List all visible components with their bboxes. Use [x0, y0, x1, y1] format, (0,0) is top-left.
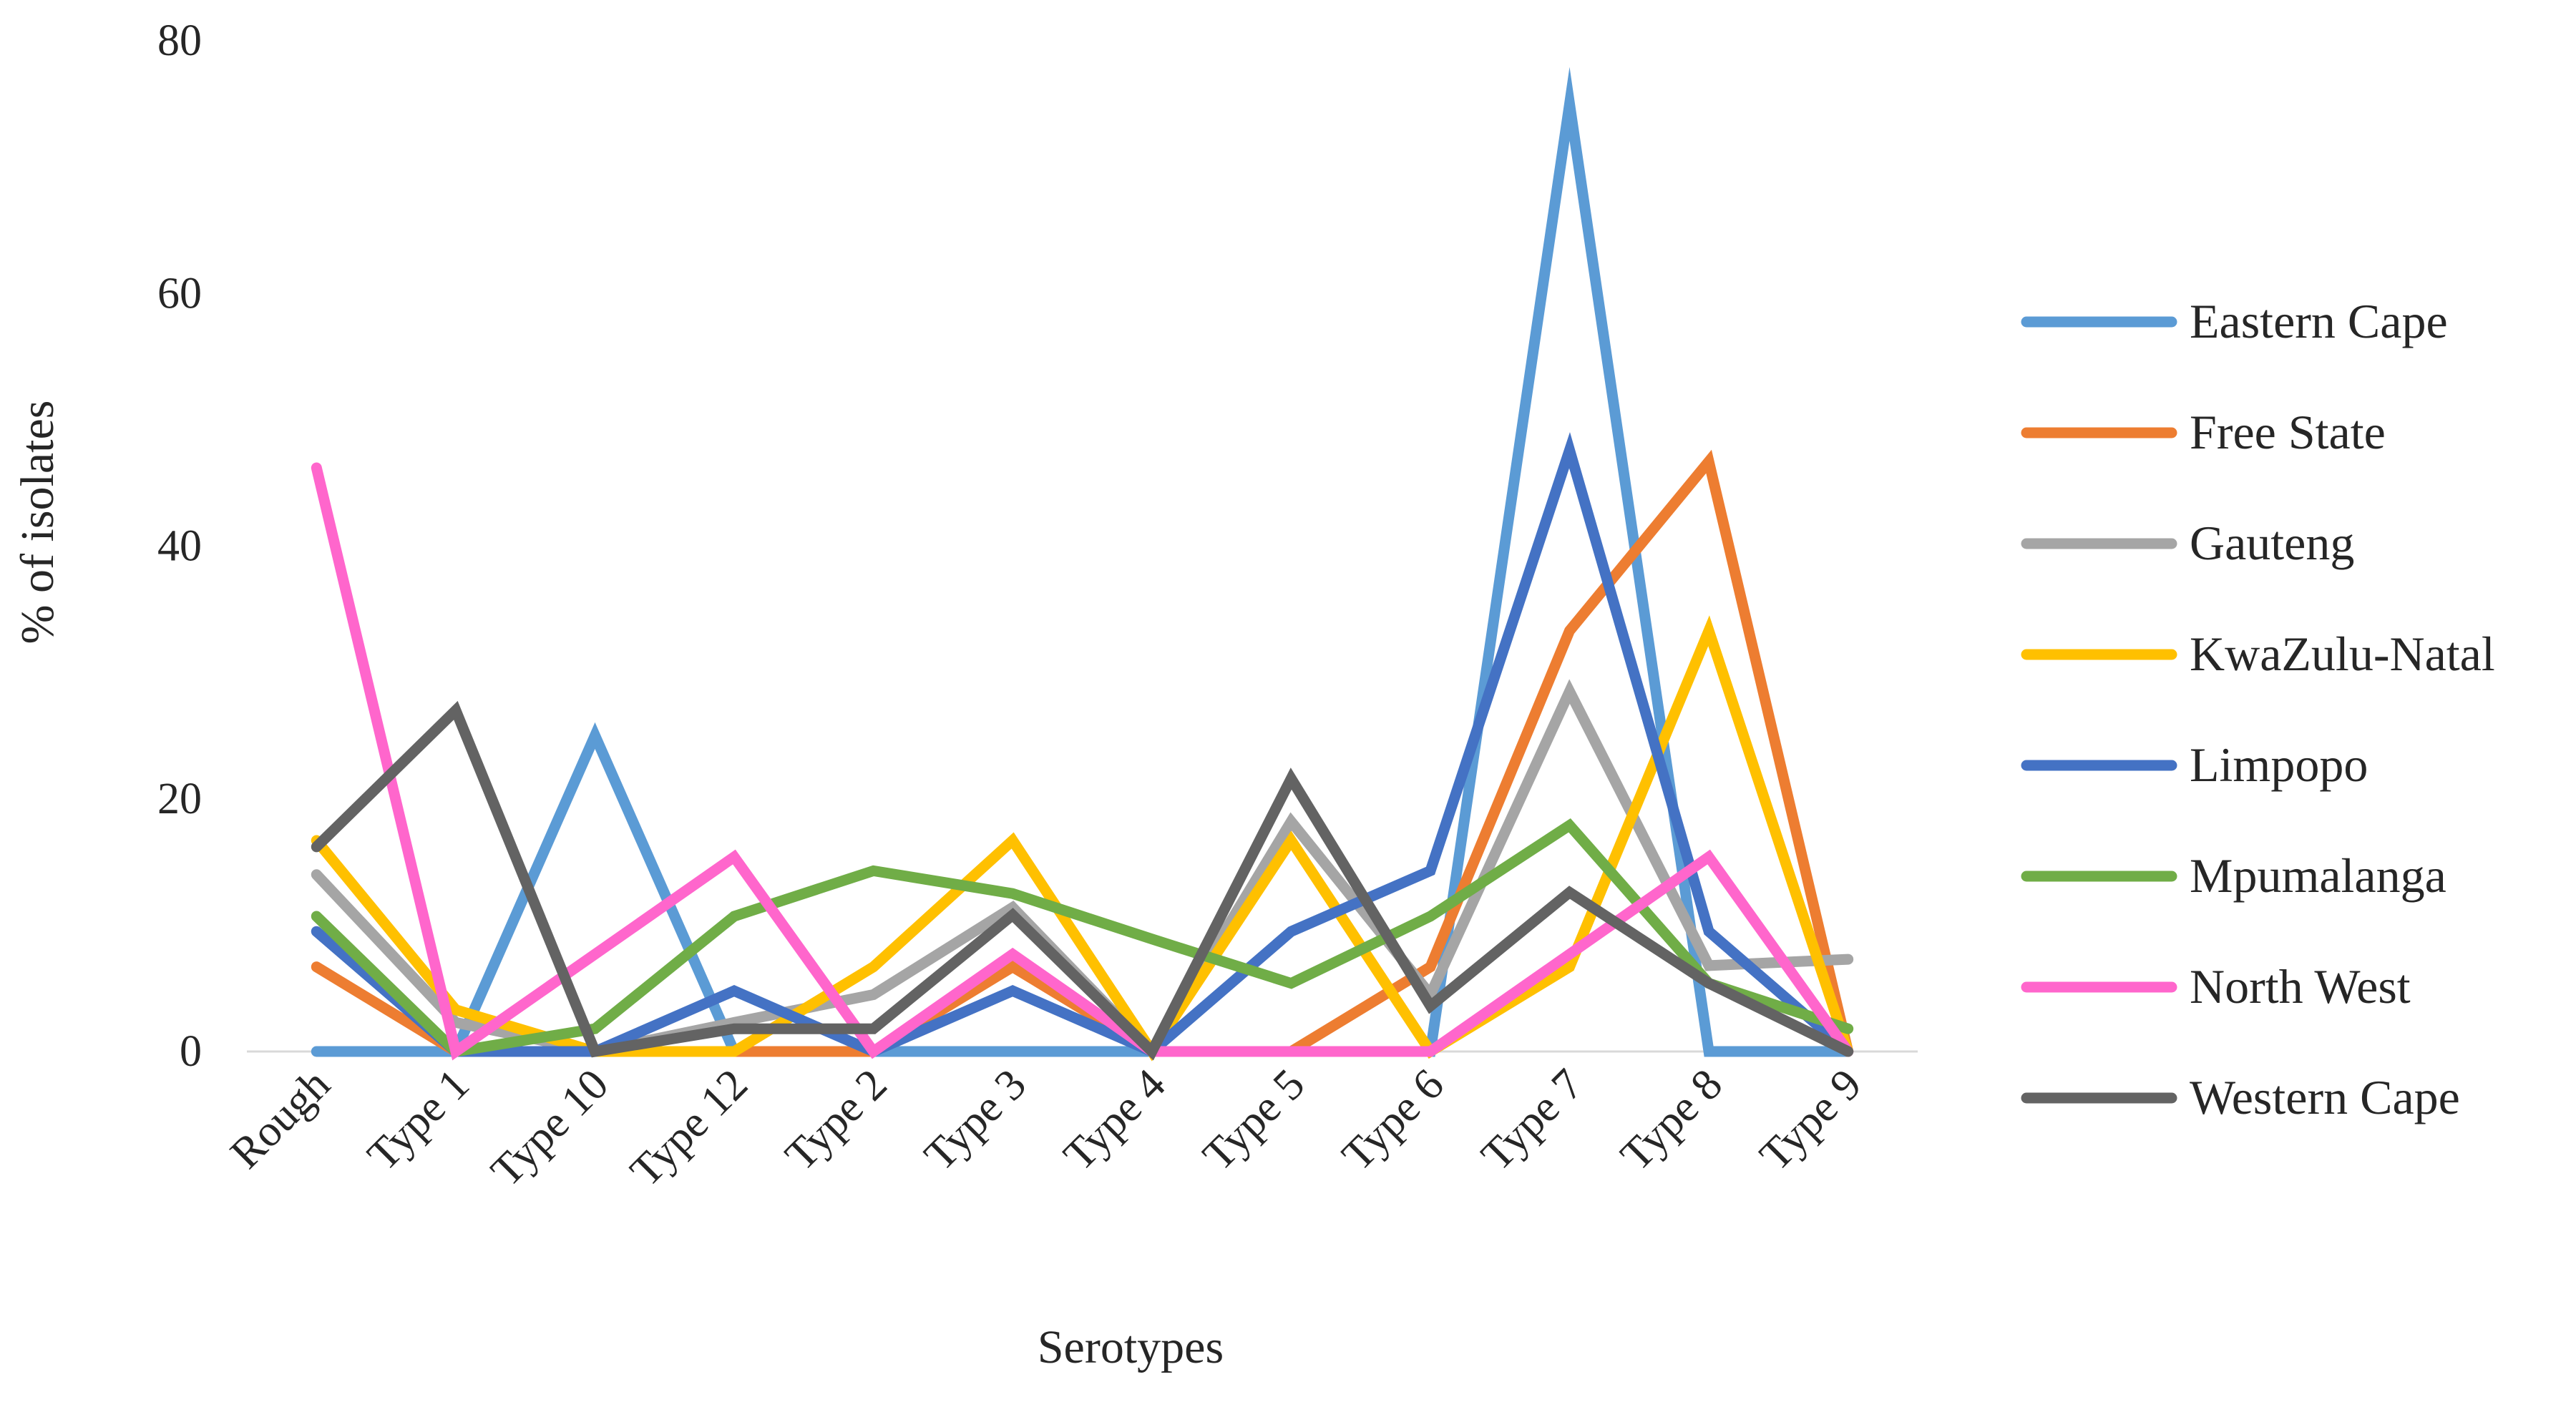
- x-tick-label: Type 1: [358, 1060, 479, 1180]
- x-tick-label: Type 6: [1333, 1060, 1453, 1180]
- y-tick-label: 0: [180, 1027, 202, 1076]
- series-line-western-cape: [311, 700, 1854, 1061]
- x-tick-label: Type 8: [1611, 1060, 1732, 1180]
- y-tick-label: 60: [157, 269, 202, 318]
- x-tick-label: Type 3: [915, 1060, 1035, 1180]
- legend: Eastern Cape Free State Gauteng KwaZulu-Nat…: [2021, 294, 2495, 1124]
- x-tick-label: Type 5: [1194, 1060, 1314, 1180]
- x-tick-label: Type 9: [1751, 1060, 1871, 1180]
- x-tick-label: Rough: [221, 1060, 339, 1178]
- series-line-mpumalanga: [311, 818, 1854, 1058]
- series-line-free-state: [311, 449, 1854, 1057]
- y-axis: 0 20 40 60 80: [157, 16, 202, 1076]
- series-line-north-west: [311, 462, 1854, 1061]
- y-tick-label: 20: [157, 775, 202, 823]
- legend-label-mpumalanga: Mpumalanga: [2190, 848, 2446, 903]
- series-lines: [311, 67, 1854, 1062]
- legend-label-western-cape: Western Cape: [2190, 1070, 2460, 1124]
- x-tick-label: Type 10: [482, 1060, 618, 1196]
- series-line-eastern-cape: [311, 67, 1854, 1057]
- legend-label-eastern-cape: Eastern Cape: [2190, 294, 2448, 348]
- series-line-limpopo: [311, 431, 1854, 1058]
- x-tick-label: Type 4: [1055, 1060, 1175, 1180]
- y-tick-label: 40: [157, 522, 202, 571]
- legend-label-limpopo: Limpopo: [2190, 737, 2368, 792]
- legend-label-free-state: Free State: [2190, 405, 2386, 459]
- y-tick-label: 80: [157, 16, 202, 65]
- y-axis-title: % of isolates: [11, 401, 64, 644]
- x-axis: Rough Type 1 Type 10 Type 12 Type 2 Type 3 Typ…: [221, 1060, 1870, 1196]
- legend-label-north-west: North West: [2190, 959, 2411, 1014]
- legend-label-kwazulu-natal: KwaZulu-Natal: [2190, 627, 2495, 681]
- x-axis-title: Serotypes: [1038, 1321, 1224, 1373]
- x-tick-label: Type 2: [776, 1060, 897, 1180]
- legend-label-gauteng: Gauteng: [2190, 516, 2354, 570]
- x-tick-label: Type 12: [621, 1060, 757, 1196]
- x-tick-label: Type 7: [1472, 1060, 1592, 1180]
